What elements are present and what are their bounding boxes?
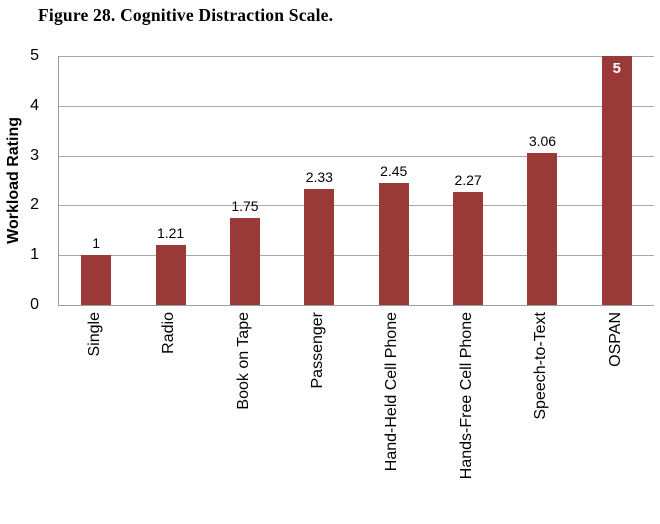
y-tick-label-5: 5 [30, 47, 39, 64]
gridline-1 [59, 255, 654, 257]
bar-slot: 3.06 [505, 56, 579, 305]
bar-slot: 2.33 [282, 56, 356, 305]
bar-value-label: 5 [612, 60, 621, 77]
bar-6 [527, 152, 558, 305]
gridline-5 [59, 56, 654, 57]
x-axis-labels: Single Radio Book on Tape Passenger Hand-Hel… [58, 312, 653, 517]
x-axis-label-cell: Passenger [281, 312, 355, 517]
bar-value-label: 2.45 [380, 163, 408, 179]
y-tick-label-4: 4 [30, 96, 39, 114]
y-tick-label-3: 3 [30, 146, 39, 164]
y-tick-label-2: 2 [30, 196, 39, 214]
gridline-4 [59, 105, 654, 107]
bar-value-label: 3.06 [528, 132, 557, 149]
bar-4 [378, 183, 409, 305]
x-axis-label-cell: Radio [132, 312, 206, 517]
x-axis-label-cell: Speech-to-Text [504, 312, 578, 517]
bar-slot: 5 [580, 56, 654, 305]
bar-slot: 2.45 [357, 56, 431, 305]
x-axis-label: Speech-to-Text [532, 312, 550, 420]
x-axis-label: OSPAN [606, 312, 624, 367]
x-axis-label-cell: Hands-Free Cell Phone [430, 312, 504, 517]
x-axis-label: Hands-Free Cell Phone [457, 312, 475, 480]
bar-slot: 2.27 [431, 56, 505, 305]
gridline-2 [59, 205, 654, 207]
figure-caption: Figure 28. Cognitive Distraction Scale. [38, 5, 334, 25]
bar-value-label: 2.27 [454, 171, 482, 188]
bar-value-label: 1 [92, 235, 101, 252]
bars-row: 1 1.21 1.75 2.33 2.45 2.27 3.06 5 [59, 56, 654, 305]
plot-area: 1 1.21 1.75 2.33 2.45 2.27 3.06 5 [58, 56, 654, 306]
x-axis-label: Passenger [309, 312, 327, 389]
x-axis-label: Hand-Held Cell Phone [383, 312, 401, 472]
bar-3 [304, 188, 335, 305]
y-tick-label-1: 1 [30, 246, 39, 264]
bar-value-label: 2.33 [305, 168, 333, 185]
bar-slot: 1.21 [133, 56, 207, 305]
x-axis-label-cell: Hand-Held Cell Phone [356, 312, 430, 517]
x-axis-label: Radio [160, 312, 178, 354]
bar-value-label: 1.21 [156, 224, 185, 241]
y-tick-label-0: 0 [30, 296, 39, 313]
bar-7 [601, 56, 632, 305]
y-axis-ticks: 0 1 2 3 4 5 [0, 47, 48, 313]
bar-0 [81, 255, 112, 305]
bar-2 [229, 217, 260, 305]
x-axis-label: Book on Tape [234, 312, 252, 410]
x-axis-label-cell: OSPAN [579, 312, 653, 517]
bar-1 [155, 244, 186, 305]
bar-value-label: 1.75 [231, 197, 259, 214]
gridline-3 [59, 155, 654, 157]
bar-slot: 1.75 [208, 56, 282, 305]
x-axis-label-cell: Single [58, 312, 132, 517]
bar-slot: 1 [59, 56, 133, 305]
x-axis-label: Single [85, 312, 103, 357]
bar-5 [453, 191, 484, 305]
x-axis-label-cell: Book on Tape [207, 312, 281, 517]
